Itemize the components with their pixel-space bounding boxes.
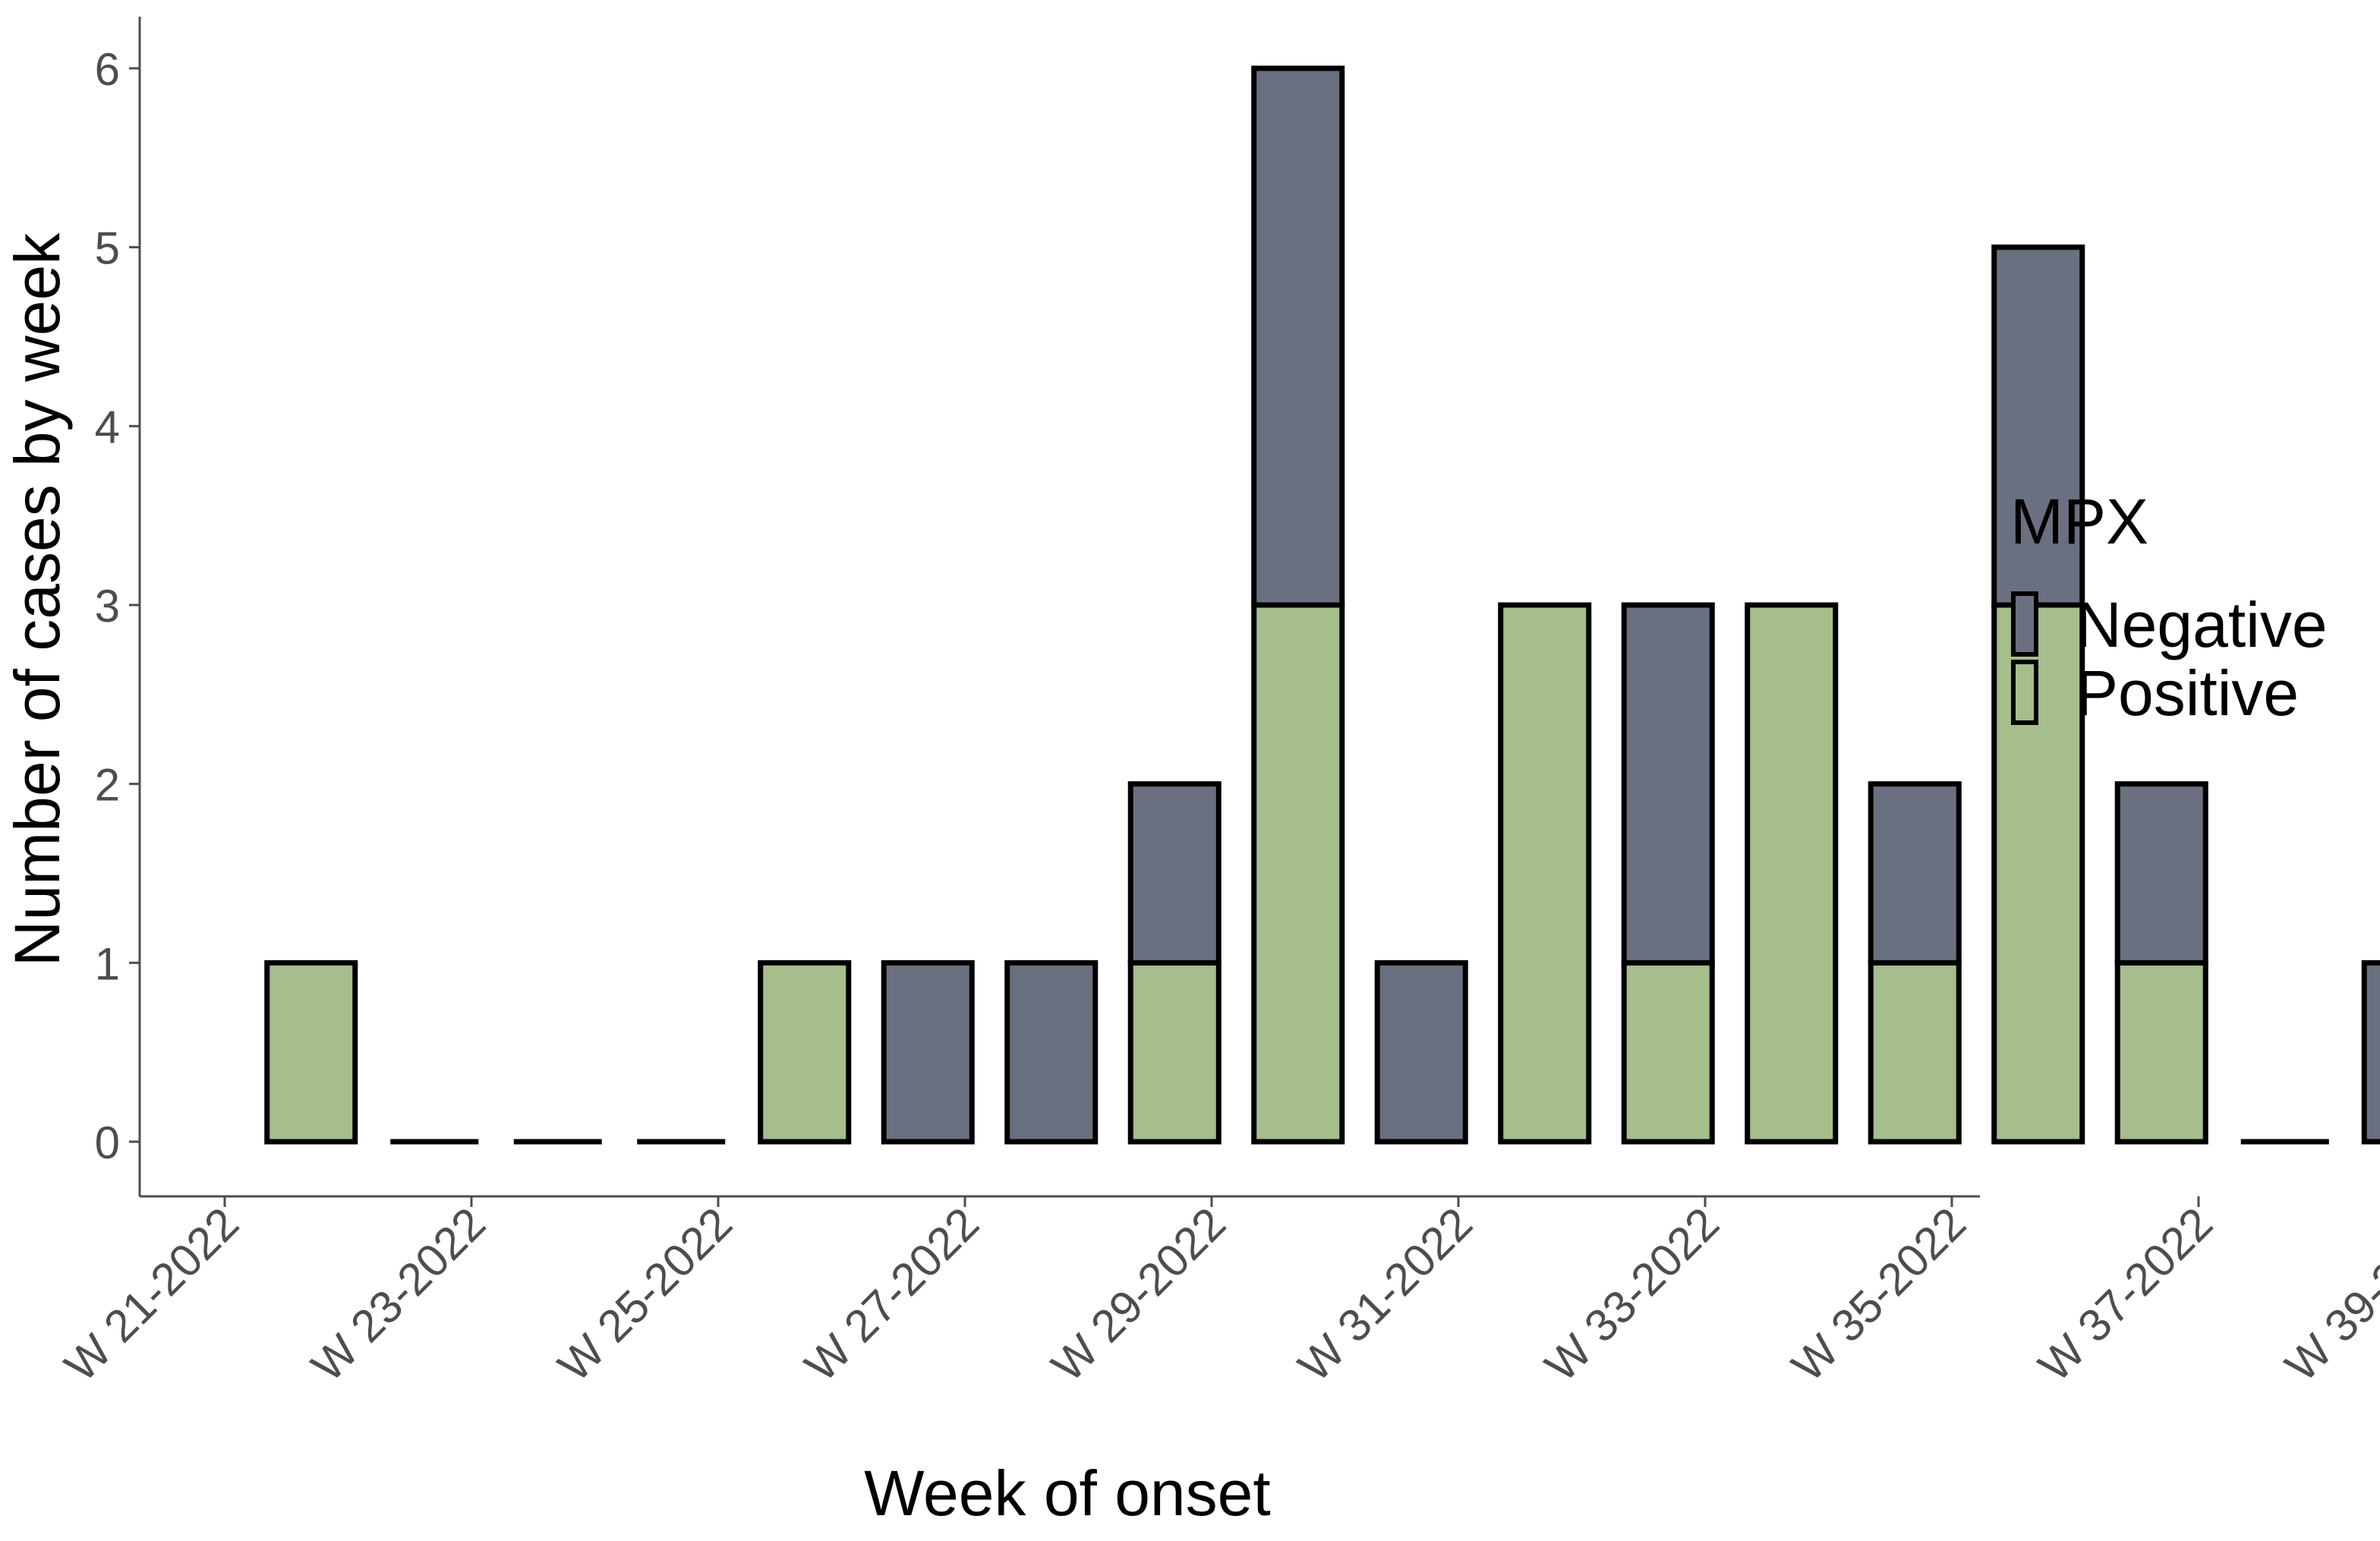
legend-key-negative [2011, 591, 2038, 657]
y-tick-label: 2 [95, 760, 120, 811]
y-tick-label: 1 [95, 938, 120, 989]
bar-negative [881, 960, 975, 1145]
y-tick-label: 0 [95, 1117, 120, 1168]
x-tick-label: W 27-2022 [795, 1198, 988, 1391]
x-tick-label: W 23-2022 [301, 1198, 495, 1391]
x-tick-label: W 37-2022 [2029, 1198, 2222, 1391]
legend-label-negative: Negative [2076, 589, 2328, 660]
y-tick-label: 4 [95, 402, 120, 452]
bar-negative [1868, 781, 1962, 966]
bar-positive [1868, 960, 1962, 1145]
x-axis-title: Week of onset [864, 1457, 1270, 1529]
legend-label-positive: Positive [2076, 657, 2299, 729]
bar-negative [1621, 602, 1715, 966]
x-tick-label: W 35-2022 [1782, 1198, 1975, 1391]
x-tick-label: W 21-2022 [55, 1198, 248, 1391]
bar-negative [2114, 781, 2208, 966]
bar-negative [1251, 65, 1345, 608]
bar-positive [1745, 602, 1839, 1145]
bar-positive [758, 960, 852, 1145]
x-tick-label: W 29-2022 [1042, 1198, 1235, 1391]
bar-positive [264, 960, 358, 1145]
y-tick-label: 6 [95, 44, 120, 95]
x-tick-label: W 33-2022 [1535, 1198, 1729, 1391]
x-tick-label: W 39-2022 [2275, 1198, 2380, 1391]
bar-positive [1127, 960, 1222, 1145]
bar-positive [2114, 960, 2208, 1145]
legend-title: MPX [2010, 486, 2148, 557]
bar-negative [1374, 960, 1468, 1145]
bar-positive [1621, 960, 1715, 1145]
y-tick-label: 5 [95, 223, 120, 274]
y-tick-label: 3 [95, 581, 120, 632]
x-tick-label: W 31-2022 [1288, 1198, 1482, 1391]
bar-positive [1498, 602, 1592, 1145]
bar-negative [1991, 244, 2085, 608]
bar-positive [1251, 602, 1345, 1145]
bar-negative [2361, 960, 2380, 1145]
legend-key-positive [2011, 660, 2038, 725]
y-axis-title: Number of cases by week [2, 232, 73, 966]
bar-negative [1004, 960, 1099, 1145]
bars-group [264, 65, 2380, 1145]
bar-negative [1127, 781, 1222, 966]
x-tick-label: W 25-2022 [548, 1198, 742, 1391]
